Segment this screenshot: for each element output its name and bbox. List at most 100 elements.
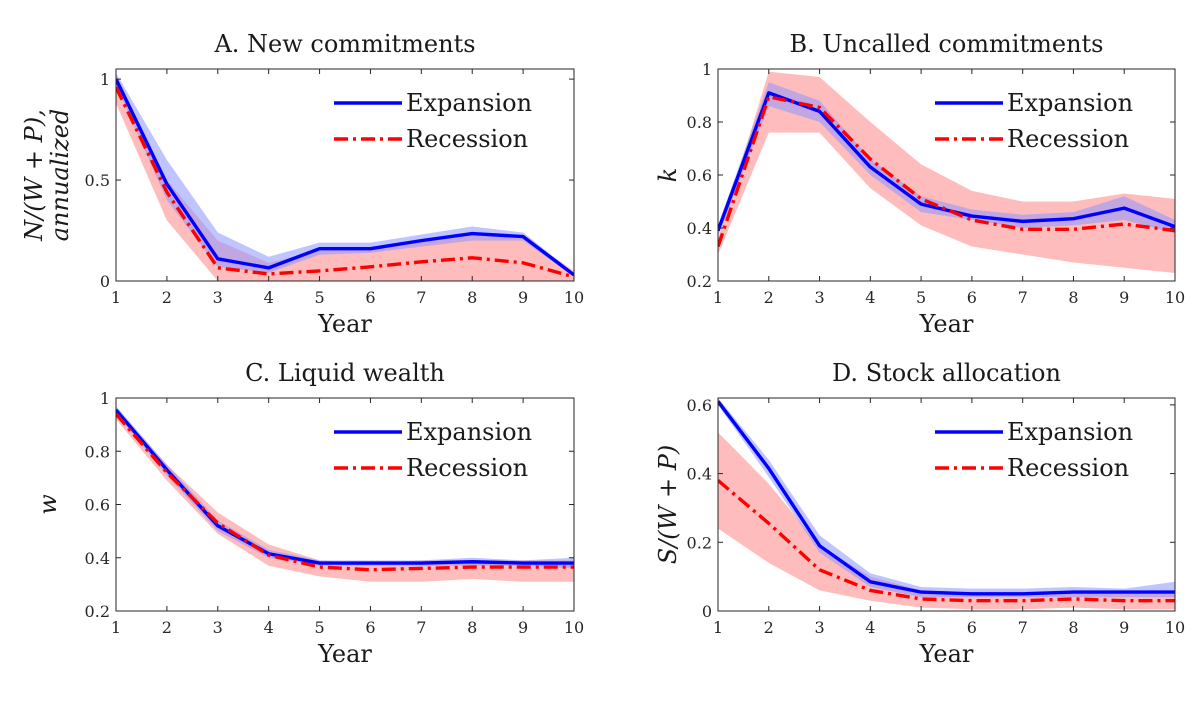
chart-a-xtick-label: 7 xyxy=(416,288,426,307)
chart-a-plot-area xyxy=(116,73,574,281)
chart-b-ytick-label: 0.6 xyxy=(687,166,712,185)
chart-b-xlabel: Year xyxy=(919,310,974,338)
chart-c-xtick-label: 6 xyxy=(365,618,375,637)
chart-a-xtick-label: 10 xyxy=(564,288,584,307)
chart-d-xtick-label: 5 xyxy=(916,618,926,637)
chart-a-legend-label-recession: Recession xyxy=(406,125,528,153)
chart-d-title: D. Stock allocation xyxy=(832,359,1061,387)
chart-c-band-recession xyxy=(116,408,574,582)
chart-d-line-recession xyxy=(718,479,1175,603)
chart-a-title: A. New commitments xyxy=(213,30,475,58)
chart-d-axes-frame xyxy=(717,397,1176,612)
chart-b-ytick-label: 1 xyxy=(702,60,712,79)
chart-a-axes-frame xyxy=(115,68,575,282)
chart-c-line-recession xyxy=(116,412,574,572)
chart-c-title: C. Liquid wealth xyxy=(245,359,445,387)
chart-c-plot-area xyxy=(116,405,574,582)
chart-a-xlabel: Year xyxy=(317,310,372,338)
chart-c-xtick-label: 5 xyxy=(314,618,324,637)
chart-d-legend-label-recession: Recession xyxy=(1007,454,1129,482)
chart-c-xtick-label: 3 xyxy=(213,618,223,637)
chart-d-xtick-label: 6 xyxy=(967,618,977,637)
chart-a-xtick-label: 2 xyxy=(162,288,172,307)
chart-d-xlabel: Year xyxy=(919,640,974,668)
chart-c-xtick-label: 1 xyxy=(111,618,121,637)
chart-c-xtick-label: 8 xyxy=(467,618,477,637)
chart-c-legend-label-recession: Recession xyxy=(406,454,528,482)
chart-c-ytick-label: 1 xyxy=(100,389,110,408)
chart-a-xtick-label: 6 xyxy=(365,288,375,307)
chart-c-xlabel: Year xyxy=(317,640,372,668)
chart-b-xtick-label: 10 xyxy=(1165,288,1185,307)
chart-d-ytick-label: 0.2 xyxy=(687,533,712,552)
chart-d-xtick-label: 8 xyxy=(1068,618,1078,637)
chart-d-xtick-label: 4 xyxy=(865,618,875,637)
chart-b-ytick-label: 0.4 xyxy=(687,219,712,238)
chart-d-xtick-label: 10 xyxy=(1165,618,1185,637)
chart-d-legend-label-expansion: Expansion xyxy=(1007,418,1133,446)
chart-a-line-recession xyxy=(116,86,574,279)
chart-d-ytick-label: 0.4 xyxy=(687,465,712,484)
chart-c-xtick-label: 7 xyxy=(416,618,426,637)
chart-a-xtick-label: 9 xyxy=(518,288,528,307)
chart-b-xtick-label: 2 xyxy=(764,288,774,307)
chart-a-band-recession xyxy=(116,79,574,281)
chart-b-legend-label-recession: Recession xyxy=(1007,125,1129,153)
chart-a-xtick-label: 8 xyxy=(467,288,477,307)
chart-d-xtick-label: 7 xyxy=(1018,618,1028,637)
chart-b-plot-area xyxy=(718,71,1175,274)
chart-c: 1 2 3 4 5 6 7 8 9 10 0.2 0.4 0.6 0.8 1 C. Liquid wealth… xyxy=(34,359,584,668)
chart-b-xtick-label: 1 xyxy=(713,288,723,307)
chart-a-line-expansion xyxy=(116,78,574,277)
chart-a-ytick-label: 1 xyxy=(100,70,110,89)
chart-a-xtick-label: 1 xyxy=(111,288,121,307)
chart-a-ylabel-line-1: N/(W + P), xyxy=(20,109,48,242)
chart-b-xtick-label: 4 xyxy=(865,288,875,307)
chart-d-xtick-label: 1 xyxy=(713,618,723,637)
chart-d-band-recession xyxy=(718,432,1175,610)
chart-b-line-expansion xyxy=(718,91,1175,232)
chart-c-xtick-label: 10 xyxy=(564,618,584,637)
chart-d-ylabel: S/(W + P) xyxy=(654,445,682,564)
chart-d-line-expansion xyxy=(718,400,1175,596)
chart-a-ytick-label: 0.5 xyxy=(85,171,110,190)
chart-a-xtick-label: 4 xyxy=(264,288,274,307)
chart-c-legend-label-expansion: Expansion xyxy=(406,418,532,446)
chart-b-title: B. Uncalled commitments xyxy=(790,30,1104,58)
chart-d-xtick-label: 9 xyxy=(1119,618,1129,637)
chart-c-ylabel: w xyxy=(34,494,62,515)
chart-a-ytick-label: 0 xyxy=(100,272,110,291)
chart-c-xtick-label: 9 xyxy=(518,618,528,637)
chart-b-xtick-label: 7 xyxy=(1018,288,1028,307)
chart-b-xtick-label: 8 xyxy=(1068,288,1078,307)
chart-d-xtick-label: 2 xyxy=(764,618,774,637)
chart-c-ytick-label: 0.4 xyxy=(85,549,110,568)
chart-d-xtick-label: 3 xyxy=(814,618,824,637)
chart-b-ylabel: k xyxy=(654,168,682,183)
chart-c-xtick-label: 4 xyxy=(264,618,274,637)
chart-d-ytick-label: 0 xyxy=(702,602,712,621)
chart-c-ytick-label: 0.8 xyxy=(85,442,110,461)
chart-a-xtick-label: 3 xyxy=(213,288,223,307)
chart-d: 1 2 3 4 5 6 7 8 9 10 0 0.2 0.4 0.6 D. Stock allocation… xyxy=(654,359,1185,668)
chart-b-ytick-label: 0.8 xyxy=(687,113,712,132)
chart-b: 1 2 3 4 5 6 7 8 9 10 0.2 0.4 0.6 0.8 1 B. Uncalled comm… xyxy=(654,30,1185,338)
chart-c-ytick-label: 0.6 xyxy=(85,496,110,515)
chart-c-band-expansion xyxy=(116,405,574,569)
chart-b-xtick-label: 5 xyxy=(916,288,926,307)
chart-a-legend-label-expansion: Expansion xyxy=(406,89,532,117)
chart-b-ytick-label: 0.2 xyxy=(687,272,712,291)
chart-c-xtick-label: 2 xyxy=(162,618,172,637)
chart-c-ytick-label: 0.2 xyxy=(85,602,110,621)
chart-b-xtick-label: 9 xyxy=(1119,288,1129,307)
chart-a-xtick-label: 5 xyxy=(314,288,324,307)
chart-b-xtick-label: 3 xyxy=(814,288,824,307)
chart-a: 1 2 3 4 5 6 7 8 9 10 0 0.5 1 A. New commitments Year N/… xyxy=(20,30,584,338)
chart-d-plot-area xyxy=(718,398,1175,610)
chart-a-ylabel-line-2: annualized xyxy=(46,109,74,242)
chart-d-band-expansion xyxy=(718,398,1175,598)
chart-d-ytick-label: 0.6 xyxy=(687,396,712,415)
chart-b-legend-label-expansion: Expansion xyxy=(1007,89,1133,117)
